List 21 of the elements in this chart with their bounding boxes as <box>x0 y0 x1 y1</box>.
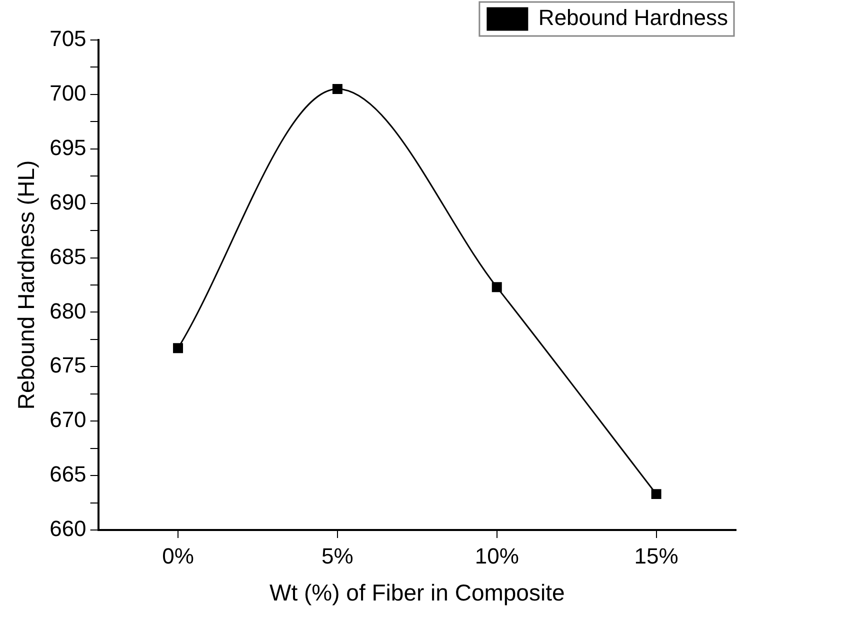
x-tick-label: 5% <box>322 543 354 568</box>
y-tick-label: 685 <box>50 244 86 269</box>
point <box>651 489 662 500</box>
y-tick-label: 695 <box>50 134 86 160</box>
point <box>332 84 342 94</box>
x-tick-label: 10% <box>474 543 519 568</box>
y-tick-label: 670 <box>50 407 86 432</box>
x-axis-title: Wt (%) of Fiber in Composite <box>270 580 565 606</box>
y-tick-label: 680 <box>50 298 86 324</box>
point <box>492 282 502 292</box>
y-tick-label: 660 <box>50 516 86 542</box>
y-axis-title: Rebound Hardness (HL) <box>13 160 40 410</box>
y-tick-label: 675 <box>50 352 86 378</box>
y-tick-label: 665 <box>50 462 86 487</box>
y-tick-label: 705 <box>50 26 86 52</box>
legend-label: Rebound Hardness <box>538 5 728 30</box>
x-tick-label: 0% <box>162 543 194 568</box>
x-tick-label: 15% <box>634 543 678 568</box>
y-tick-label: 690 <box>50 189 86 214</box>
point <box>173 343 184 354</box>
y-tick-label: 700 <box>50 80 86 106</box>
